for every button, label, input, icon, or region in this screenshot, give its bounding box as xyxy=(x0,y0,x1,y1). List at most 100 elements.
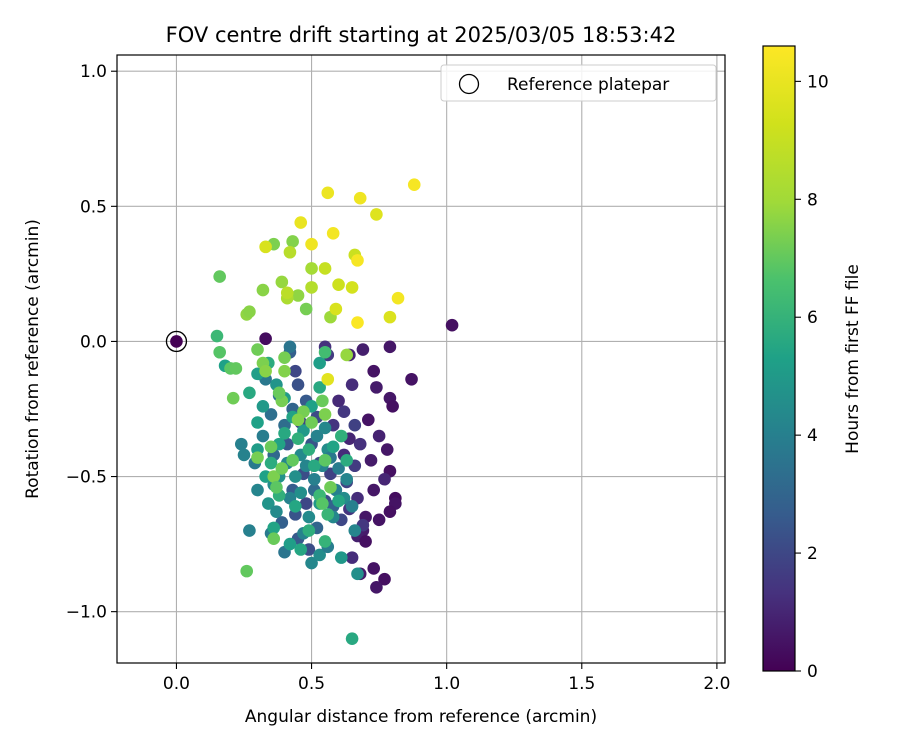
data-point xyxy=(334,429,348,443)
data-point xyxy=(283,537,297,551)
data-point xyxy=(280,286,294,300)
y-axis-ticks: −1.0 −0.5 0.0 0.5 1.0 xyxy=(66,62,117,623)
data-point xyxy=(264,408,278,421)
data-point xyxy=(256,429,270,443)
colorbar-tick-label: 10 xyxy=(807,72,829,92)
data-point xyxy=(278,427,291,440)
data-point xyxy=(267,521,281,535)
data-point xyxy=(345,378,359,391)
data-point xyxy=(286,454,299,467)
data-point xyxy=(305,416,318,429)
legend: Reference platepar xyxy=(440,64,717,102)
data-point xyxy=(378,572,391,586)
colorbar: 0 2 4 6 8 10 Hours from first FF file xyxy=(762,45,863,682)
legend-box xyxy=(440,64,717,102)
data-point xyxy=(251,483,264,497)
data-point xyxy=(391,291,405,305)
data-point xyxy=(291,413,305,427)
data-point xyxy=(326,440,340,454)
data-point xyxy=(264,456,278,470)
data-point xyxy=(283,340,297,354)
data-point xyxy=(351,316,364,329)
data-point xyxy=(356,343,370,356)
data-point xyxy=(340,348,353,362)
data-point xyxy=(407,178,421,192)
data-point xyxy=(370,208,383,221)
data-point xyxy=(302,510,316,524)
data-points xyxy=(210,178,459,645)
x-tick-label: 0.0 xyxy=(163,674,190,694)
data-point xyxy=(307,472,321,486)
data-point xyxy=(345,551,359,564)
data-point xyxy=(243,386,256,400)
data-point xyxy=(345,281,359,294)
data-point xyxy=(291,378,305,391)
data-point xyxy=(318,421,332,435)
data-point xyxy=(367,364,381,378)
data-point xyxy=(351,254,364,267)
reference-ring xyxy=(165,330,188,353)
data-point xyxy=(372,429,386,443)
data-point xyxy=(302,524,316,537)
data-point xyxy=(340,472,353,486)
data-point xyxy=(318,345,332,359)
data-point xyxy=(256,283,270,297)
data-point xyxy=(370,581,383,594)
colorbar-label: Hours from first FF file xyxy=(843,264,863,454)
data-point xyxy=(405,372,418,386)
data-point xyxy=(386,399,399,413)
data-point xyxy=(294,216,308,229)
data-point xyxy=(291,432,305,446)
data-point xyxy=(305,262,318,275)
data-point xyxy=(313,381,326,394)
colorbar-frame xyxy=(762,45,796,672)
data-point xyxy=(310,429,324,443)
y-tick-label: −1.0 xyxy=(66,603,107,623)
data-point xyxy=(329,302,343,316)
data-point xyxy=(337,405,351,418)
x-axis-label: Angular distance from reference (arcmin) xyxy=(245,707,597,727)
colorbar-gradient xyxy=(763,46,795,671)
data-point xyxy=(318,408,332,421)
data-point xyxy=(294,543,308,556)
data-point xyxy=(278,351,291,364)
data-point xyxy=(378,472,391,486)
data-point xyxy=(332,278,345,291)
data-point xyxy=(372,513,386,527)
data-point xyxy=(351,567,364,581)
data-point xyxy=(326,227,340,240)
x-tick-label: 1.0 xyxy=(433,674,460,694)
data-point xyxy=(353,437,367,451)
data-point xyxy=(267,532,281,545)
data-point xyxy=(237,448,251,462)
colorbar-tick-label: 8 xyxy=(807,190,818,210)
y-axis-label: Rotation from reference (arcmin) xyxy=(23,219,43,499)
x-tick-label: 0.5 xyxy=(298,674,325,694)
data-point xyxy=(243,524,256,537)
data-point xyxy=(264,440,278,454)
data-point xyxy=(353,191,367,205)
data-point xyxy=(316,497,329,510)
data-point xyxy=(367,562,381,575)
data-point xyxy=(251,343,264,356)
data-point xyxy=(283,245,297,259)
colorbar-ticks: 0 2 4 6 8 10 xyxy=(795,72,829,682)
data-point xyxy=(278,364,291,378)
data-point xyxy=(334,551,348,564)
y-tick-label: −0.5 xyxy=(66,468,107,488)
chart-title: FOV centre drift starting at 2025/03/05 … xyxy=(166,23,677,47)
colorbar-tick-label: 6 xyxy=(807,308,818,328)
data-point xyxy=(289,470,302,483)
data-point xyxy=(240,564,254,578)
data-point xyxy=(383,310,397,324)
data-point xyxy=(299,497,313,510)
data-point xyxy=(362,413,375,427)
legend-reference-marker xyxy=(458,73,480,95)
x-tick-label: 1.5 xyxy=(568,674,595,694)
data-point xyxy=(345,499,359,513)
data-point xyxy=(251,451,264,464)
data-point xyxy=(332,394,345,408)
data-point xyxy=(299,302,313,316)
data-point xyxy=(256,399,270,413)
data-point xyxy=(302,443,316,456)
